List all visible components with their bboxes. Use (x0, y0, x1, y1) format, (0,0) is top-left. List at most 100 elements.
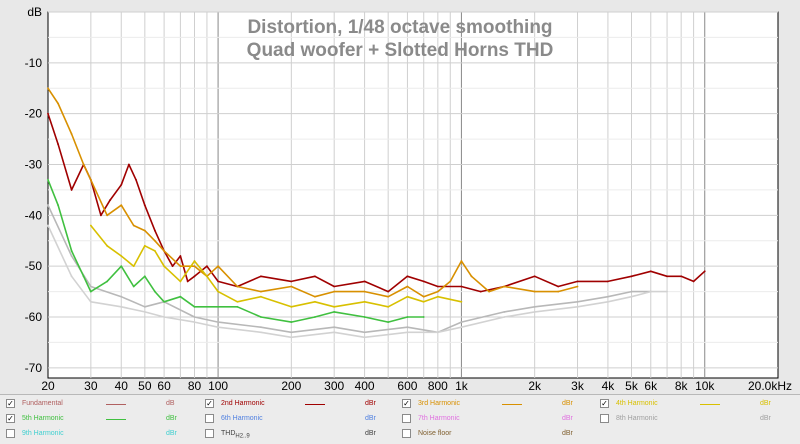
series-point (89, 285, 92, 288)
series-point (363, 316, 366, 318)
x-tick-label: 100 (208, 379, 228, 393)
legend-item[interactable]: ✓ Fundamental dB (6, 398, 201, 412)
legend-item[interactable]: 6th Harmonic dBr (205, 413, 400, 427)
x-tick-label: 3k (571, 379, 585, 393)
legend-checkbox[interactable]: ✓ (205, 399, 214, 408)
legend-item[interactable]: 7th Harmonic dBr (402, 413, 597, 427)
chart-title: Distortion, 1/48 octave smoothing (247, 17, 552, 38)
legend-label: Noise floor (418, 430, 452, 437)
series-point (503, 311, 506, 313)
series-point (449, 280, 452, 283)
y-tick-label: -40 (25, 208, 43, 222)
legend-label: 5th Harmonic (22, 415, 64, 422)
legend-checkbox[interactable] (205, 414, 214, 423)
series-point (120, 255, 123, 257)
legend-checkbox[interactable] (205, 429, 214, 438)
x-tick-label: 20.0kHz (748, 379, 792, 393)
legend-checkbox[interactable] (402, 414, 411, 423)
legend-swatch (700, 404, 720, 405)
legend-checkbox[interactable]: ✓ (402, 399, 411, 408)
series-point (576, 300, 579, 303)
series-point (236, 300, 239, 303)
series-point (363, 300, 366, 303)
legend-checkbox[interactable] (402, 429, 411, 438)
series-point (135, 178, 137, 181)
series-point (680, 275, 683, 278)
series-point (100, 214, 102, 217)
legend-item[interactable]: THDH2..9 dBr (205, 428, 400, 442)
series-point (290, 331, 293, 334)
series-point (154, 229, 156, 232)
x-tick-label: 40 (115, 379, 129, 393)
legend-item[interactable]: 9th Harmonic dBr (6, 428, 201, 442)
legend-label: 8th Harmonic (616, 415, 658, 422)
legend-checkbox[interactable]: ✓ (6, 399, 15, 408)
legend-unit: dB (166, 400, 175, 407)
series-point (217, 305, 219, 308)
legend-label: Fundamental (22, 400, 63, 407)
series-point (106, 244, 109, 247)
series-point (436, 290, 439, 293)
series-point (387, 290, 390, 293)
series-point (314, 295, 316, 298)
series-point (120, 183, 123, 186)
legend-checkbox[interactable] (6, 429, 15, 438)
series-point (533, 275, 536, 278)
legend-checkbox[interactable]: ✓ (6, 414, 15, 423)
legend-item[interactable]: 8th Harmonic dBr (600, 413, 795, 427)
series-point (363, 290, 366, 293)
series-point (217, 290, 219, 293)
series-point (503, 285, 506, 288)
legend-item[interactable]: Noise floor dBr (402, 428, 597, 442)
legend-label: THDH2..9 (221, 430, 250, 440)
y-tick-label: -20 (25, 107, 43, 121)
legend-unit: dBr (562, 400, 573, 407)
series-point (47, 224, 49, 227)
series-point (179, 280, 182, 283)
series-point (260, 331, 262, 334)
series-line (47, 225, 668, 339)
series-point (163, 250, 165, 252)
legend-item[interactable]: ✓ 2nd Harmonic dBr (205, 398, 400, 412)
series-point (406, 275, 409, 278)
x-tick-label: 20 (41, 379, 55, 393)
legend-item[interactable]: ✓ 3rd Harmonic dBr (402, 398, 597, 412)
legend-checkbox[interactable]: ✓ (600, 399, 609, 408)
series-point (314, 316, 316, 318)
series-point (106, 214, 109, 217)
legend-swatch (106, 404, 126, 405)
series-point (470, 275, 473, 278)
x-tick-label: 400 (355, 379, 375, 393)
series-point (154, 239, 156, 242)
legend-label: 4th Harmonic (616, 400, 658, 407)
series-point (236, 285, 239, 288)
series-point (260, 326, 262, 329)
series-point (193, 260, 196, 262)
legend-swatch (106, 419, 126, 420)
series-point (557, 290, 560, 293)
series-point (47, 87, 49, 90)
x-tick-label: 60 (157, 379, 171, 393)
series-point (82, 275, 85, 278)
legend-item[interactable]: ✓ 5th Harmonic dBr (6, 413, 201, 427)
series-point (422, 295, 425, 298)
series-point (703, 270, 706, 273)
series-point (607, 300, 609, 303)
x-tick-label: 4k (602, 379, 616, 393)
series-point (630, 290, 633, 293)
series-point (70, 250, 73, 252)
series-point (576, 305, 579, 308)
y-tick-label: -50 (25, 259, 43, 273)
series-line (47, 113, 706, 293)
series-point (132, 265, 135, 268)
legend-unit: dBr (365, 400, 376, 407)
series-point (460, 260, 463, 262)
series-point (630, 275, 633, 278)
series-point (557, 285, 560, 288)
y-tick-label: -30 (25, 158, 43, 172)
series-point (179, 295, 182, 298)
legend-checkbox[interactable] (600, 414, 609, 423)
x-tick-label: 1k (455, 379, 469, 393)
legend-item[interactable]: ✓ 4th Harmonic dBr (600, 398, 795, 412)
series-point (57, 102, 59, 105)
